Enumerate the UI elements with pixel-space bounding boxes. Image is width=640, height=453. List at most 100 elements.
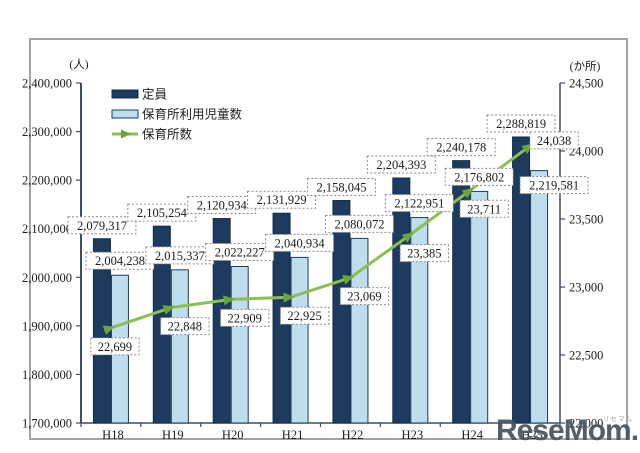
label-children-text: 2,004,238 <box>95 254 145 268</box>
category-label: H24 <box>461 428 483 442</box>
category-label: H21 <box>282 428 304 442</box>
bar-children <box>230 265 249 424</box>
right-axis-unit: (か所) <box>570 60 601 73</box>
left-axis-tick-label: 2,400,000 <box>22 77 72 91</box>
category-label: H19 <box>162 428 184 442</box>
label-line: 24,038 <box>529 131 579 150</box>
legend-line-arrow-marker <box>121 129 131 139</box>
bar-children <box>530 170 549 424</box>
label-capacity-text: 2,240,178 <box>436 141 486 155</box>
label-line-text: 23,711 <box>467 202 501 216</box>
left-axis-unit: (人) <box>69 58 88 71</box>
label-line: 23,385 <box>399 244 449 263</box>
label-capacity-text: 2,288,819 <box>496 117 546 131</box>
label-capacity: 2,204,393 <box>366 155 436 174</box>
line-series <box>102 143 534 335</box>
label-line-text: 22,925 <box>287 309 321 323</box>
label-line: 23,069 <box>339 287 390 306</box>
right-axis-tick-label: 23,000 <box>569 281 603 295</box>
label-children-text: 2,022,227 <box>215 245 265 259</box>
line-path <box>109 144 532 330</box>
left-axis-tick-label: 1,700,000 <box>22 417 72 431</box>
category-label: H23 <box>402 428 424 442</box>
left-axis-tick-label: 1,900,000 <box>22 319 72 333</box>
label-children-text: 2,080,072 <box>334 217 384 231</box>
label-line-text: 22,909 <box>228 311 262 325</box>
label-line-text: 23,069 <box>347 290 381 304</box>
right-axis-tick-label: 24,500 <box>569 77 603 91</box>
label-children-text: 2,122,951 <box>394 197 444 211</box>
label-capacity-text: 2,158,045 <box>316 181 366 195</box>
label-children: 2,022,227 <box>205 242 275 261</box>
right-axis-tick-label: 23,500 <box>569 213 603 227</box>
label-children: 2,176,802 <box>444 167 514 186</box>
legend-swatch-capacity <box>111 89 139 99</box>
label-capacity-text: 2,105,254 <box>137 206 188 220</box>
label-line-text: 22,699 <box>98 340 132 354</box>
label-line: 22,925 <box>279 306 330 325</box>
label-children: 2,122,951 <box>384 194 454 213</box>
label-children: 2,219,581 <box>519 176 589 195</box>
bar-capacity <box>392 177 411 424</box>
label-capacity: 2,131,929 <box>247 190 317 209</box>
bar-capacity <box>452 160 471 424</box>
label-capacity: 2,120,934 <box>187 196 257 215</box>
label-children-text: 2,176,802 <box>454 170 504 184</box>
label-children: 2,040,934 <box>265 233 335 252</box>
label-capacity-text: 2,120,934 <box>197 199 248 213</box>
left-axis-tick-label: 2,200,000 <box>22 174 72 188</box>
bar-children <box>410 217 429 424</box>
label-children-text: 2,040,934 <box>275 236 326 250</box>
resemom-watermark: リセマム ReseMom. <box>496 416 640 452</box>
left-axis-tick-label: 1,800,000 <box>22 368 72 382</box>
label-children-text: 2,219,581 <box>529 179 579 193</box>
label-children-text: 2,015,337 <box>155 249 205 263</box>
label-capacity: 2,079,317 <box>67 216 137 235</box>
category-label: H20 <box>222 428 244 442</box>
line-arrow-marker <box>162 305 175 315</box>
left-axis-tick-label: 2,000,000 <box>22 271 72 285</box>
label-capacity-text: 2,204,393 <box>376 158 426 172</box>
legend-label: 保育所数 <box>142 127 193 142</box>
watermark-text: ReseMom. <box>496 414 639 447</box>
label-children: 2,080,072 <box>324 214 394 233</box>
label-capacity-text: 2,079,317 <box>77 219 127 233</box>
line-arrow-marker <box>461 187 474 199</box>
line-arrow-marker <box>223 295 235 306</box>
watermark-furigana: リセマム <box>603 416 633 423</box>
bars <box>92 136 549 424</box>
line-arrow-marker <box>283 292 295 303</box>
left-axis-tick-label: 2,100,000 <box>22 222 72 236</box>
bar-children <box>350 237 369 424</box>
label-line: 23,711 <box>459 199 509 218</box>
label-children: 2,004,238 <box>85 251 155 270</box>
legend-swatch-children <box>111 109 139 119</box>
bar-children <box>170 269 189 424</box>
line-arrow-marker <box>401 232 414 243</box>
right-axis-tick-label: 22,000 <box>569 417 603 431</box>
category-label: H25 <box>521 428 543 442</box>
category-label: H22 <box>342 428 364 442</box>
right-axis-tick-label: 22,500 <box>569 349 603 363</box>
label-children: 2,015,337 <box>145 246 215 265</box>
axes: 1,700,000 1,800,000 1,900,000 2,000,000 2,10… <box>22 58 603 442</box>
label-capacity: 2,105,254 <box>127 203 197 222</box>
legend-label: 保育所利用児童数 <box>142 107 243 122</box>
line-arrow-marker <box>342 275 355 285</box>
label-line: 22,699 <box>90 337 140 356</box>
label-capacity: 2,288,819 <box>486 114 556 133</box>
label-line-text: 23,385 <box>407 247 441 261</box>
label-capacity: 2,240,178 <box>426 138 496 157</box>
data-labels: 2,079,317 2,004,238 22,699 2,105,254 2,015,3… <box>67 114 589 356</box>
bar-children <box>470 190 489 424</box>
category-label: H18 <box>102 428 124 442</box>
bar-children <box>290 256 309 424</box>
label-capacity-text: 2,131,929 <box>257 193 307 207</box>
label-line: 22,909 <box>220 308 270 327</box>
bar-capacity <box>92 238 111 424</box>
label-line-text: 24,038 <box>537 134 571 148</box>
bar-capacity <box>512 136 531 424</box>
